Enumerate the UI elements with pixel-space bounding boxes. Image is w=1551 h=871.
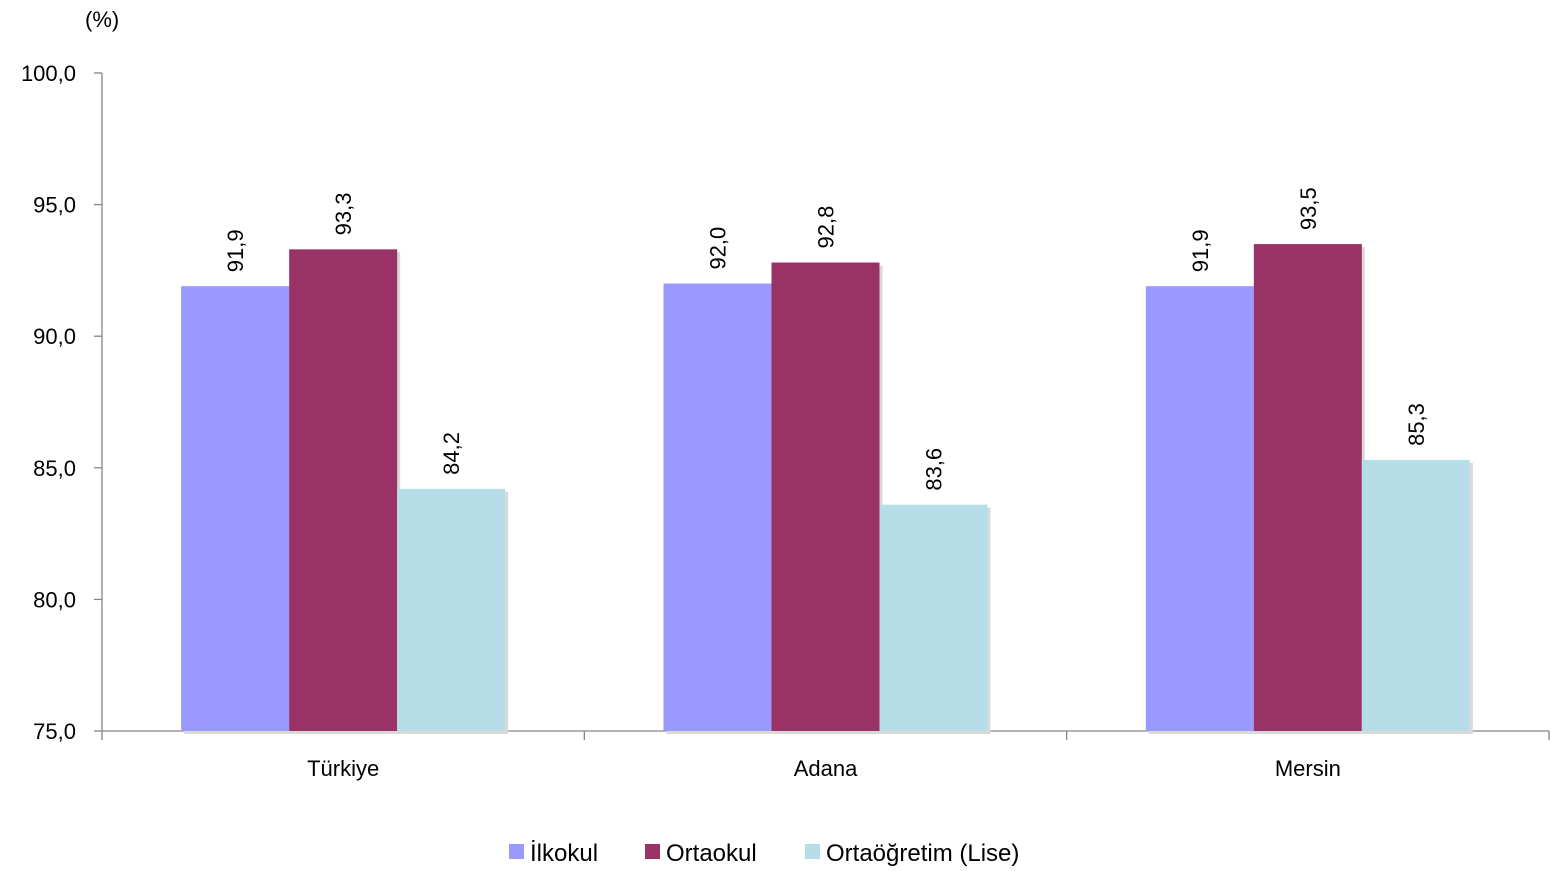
legend-label: İlkokul xyxy=(530,840,598,867)
y-axis-unit-label: (%) xyxy=(85,7,119,32)
data-label: 93,3 xyxy=(331,193,356,236)
legend-swatch xyxy=(805,844,820,859)
bar xyxy=(181,286,290,731)
y-axis: 75,0 80,0 85,0 90,0 95,0 100,0 xyxy=(21,61,103,744)
y-tick-label: 85,0 xyxy=(33,456,76,481)
x-axis: Türkiye Adana Mersin xyxy=(101,730,1550,781)
legend-swatch xyxy=(645,844,660,859)
y-tick-label: 80,0 xyxy=(33,587,76,612)
y-tick-label: 90,0 xyxy=(33,324,76,349)
bar xyxy=(1361,459,1470,731)
data-label: 84,2 xyxy=(439,432,464,475)
legend-swatch xyxy=(509,844,524,859)
legend-label: Ortaokul xyxy=(666,840,757,867)
bar xyxy=(879,504,988,731)
bar xyxy=(289,249,398,731)
data-label: 92,0 xyxy=(706,227,731,270)
y-tick-label: 100,0 xyxy=(21,61,76,86)
x-tick-label: Türkiye xyxy=(307,756,379,781)
bar xyxy=(1253,244,1362,731)
data-label: 83,6 xyxy=(922,448,947,491)
legend-label: Ortaöğretim (Lise) xyxy=(826,840,1019,867)
legend: İlkokul Ortaokul Ortaöğretim (Lise) xyxy=(509,840,1019,867)
data-label: 85,3 xyxy=(1404,403,1429,446)
x-tick-label: Adana xyxy=(794,756,858,781)
data-label: 92,8 xyxy=(814,206,839,249)
bar xyxy=(1145,286,1254,731)
x-tick-label: Mersin xyxy=(1275,756,1341,781)
data-label: 91,9 xyxy=(223,229,248,272)
bar xyxy=(397,488,506,731)
bar xyxy=(663,283,772,731)
data-label: 93,5 xyxy=(1296,187,1321,230)
bar xyxy=(771,262,880,731)
y-tick-label: 95,0 xyxy=(33,193,76,218)
bars-group xyxy=(181,244,1473,734)
data-labels-group: 91,9 93,3 84,2 92,0 92,8 83,6 91,9 93,5 85,3 xyxy=(223,187,1429,490)
data-label: 91,9 xyxy=(1188,229,1213,272)
y-tick-label: 75,0 xyxy=(33,719,76,744)
